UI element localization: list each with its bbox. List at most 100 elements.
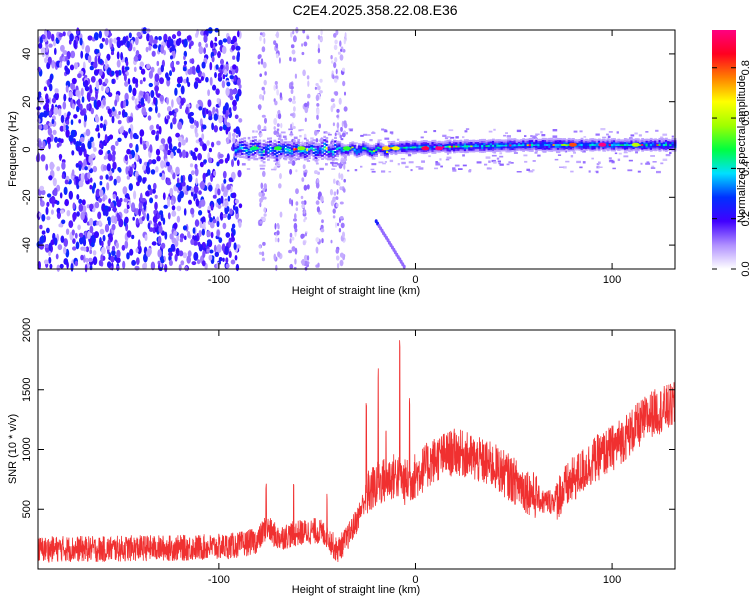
heatmap-cell xyxy=(567,147,571,150)
heatmap-cell xyxy=(57,244,63,251)
heatmap-cell xyxy=(403,151,407,154)
heatmap-cell xyxy=(106,182,110,191)
heatmap-cell xyxy=(262,241,266,246)
heatmap-cell xyxy=(146,213,150,222)
heatmap-cell xyxy=(180,98,185,106)
heatmap-cell xyxy=(110,255,115,263)
heatmap-cell xyxy=(124,240,129,249)
heatmap-cell xyxy=(379,144,383,147)
heatmap-cell xyxy=(231,192,237,199)
heatmap-cell xyxy=(362,153,365,156)
heatmap-cell xyxy=(357,150,361,154)
heatmap-cell xyxy=(306,35,310,40)
heatmap-cell xyxy=(552,149,556,152)
heatmap-cell xyxy=(282,135,287,138)
heatmap-cell xyxy=(332,196,336,203)
heatmap-cell xyxy=(286,156,290,159)
heatmap-cell xyxy=(647,142,651,145)
heatmap-cell xyxy=(261,86,265,91)
heatmap-cell xyxy=(559,141,562,144)
heatmap-cell xyxy=(366,146,370,149)
heatmap-cell xyxy=(78,198,83,204)
heatmap-cell xyxy=(81,199,86,206)
heatmap-cell xyxy=(429,142,432,145)
heatmap-cell xyxy=(182,252,188,259)
heatmap-cell xyxy=(396,143,400,146)
heatmap-cell xyxy=(500,142,504,145)
heatmap-cell xyxy=(420,144,424,147)
heatmap-cell xyxy=(388,148,391,151)
heatmap-cell xyxy=(46,227,50,234)
heatmap-cell xyxy=(630,149,634,152)
heatmap-cell xyxy=(146,95,151,104)
heatmap-cell xyxy=(509,148,513,151)
heatmap-cell xyxy=(520,139,523,142)
heatmap-cell xyxy=(190,207,195,215)
heatmap-cell xyxy=(498,144,502,147)
heatmap-cell xyxy=(275,158,279,161)
heatmap-cell xyxy=(631,142,640,147)
heatmap-cell xyxy=(148,82,153,88)
heatmap-cell xyxy=(277,157,281,160)
heatmap-cell xyxy=(301,149,305,152)
heatmap-cell xyxy=(194,167,199,177)
heatmap-cell xyxy=(600,146,603,149)
heatmap-cell xyxy=(630,147,634,150)
heatmap-cell xyxy=(533,146,536,149)
heatmap-cell xyxy=(370,152,374,155)
heatmap-cell xyxy=(578,145,582,148)
heatmap-cell xyxy=(362,145,365,148)
heatmap-cell xyxy=(556,137,560,141)
heatmap-cell xyxy=(264,148,268,151)
heatmap-cell xyxy=(541,145,545,148)
heatmap-cell xyxy=(310,140,314,143)
heatmap-cell xyxy=(102,234,106,242)
heatmap-cell xyxy=(667,140,670,143)
heatmap-cell xyxy=(513,144,517,147)
heatmap-cell xyxy=(247,153,251,156)
heatmap-cell xyxy=(99,123,104,129)
heatmap-cell xyxy=(233,242,237,250)
heatmap-cell xyxy=(273,84,277,91)
heatmap-cell xyxy=(303,41,308,47)
heatmap-cell xyxy=(276,89,279,96)
heatmap-cell xyxy=(235,45,241,51)
heatmap-cell xyxy=(617,142,621,145)
heatmap-cell xyxy=(93,99,98,109)
heatmap-cell xyxy=(368,154,372,158)
heatmap-cell xyxy=(454,164,460,167)
heatmap-cell xyxy=(524,148,528,151)
heatmap-cell xyxy=(608,157,612,160)
heatmap-cell xyxy=(261,192,266,197)
heatmap-cell xyxy=(353,152,357,155)
heatmap-cell xyxy=(559,147,562,150)
heatmap-cell xyxy=(457,148,461,151)
heatmap-cell xyxy=(377,144,381,147)
heatmap-cell xyxy=(203,47,207,54)
heatmap-cell xyxy=(60,44,65,52)
heatmap-cell xyxy=(182,67,187,72)
heatmap-cell xyxy=(329,148,333,151)
heatmap-cell xyxy=(157,112,161,118)
heatmap-cell xyxy=(643,147,647,150)
heatmap-cell xyxy=(379,147,383,150)
heatmap-cell xyxy=(273,146,282,151)
heatmap-cell xyxy=(145,46,149,53)
heatmap-cell xyxy=(51,60,55,69)
heatmap-cell xyxy=(667,142,670,145)
heatmap-cell xyxy=(330,239,333,244)
heatmap-cell xyxy=(650,167,656,169)
heatmap-cell xyxy=(628,143,631,146)
heatmap-cell xyxy=(617,138,621,141)
heatmap-cell xyxy=(277,237,280,243)
heatmap-cell xyxy=(450,141,454,144)
heatmap-cell xyxy=(446,152,449,155)
heatmap-cell xyxy=(647,145,651,148)
heatmap-cell xyxy=(554,147,558,150)
heatmap-cell xyxy=(149,144,153,153)
heatmap-cell xyxy=(303,155,307,159)
heatmap-cell xyxy=(251,143,255,146)
heatmap-cell xyxy=(389,131,394,134)
heatmap-cell xyxy=(373,151,376,154)
